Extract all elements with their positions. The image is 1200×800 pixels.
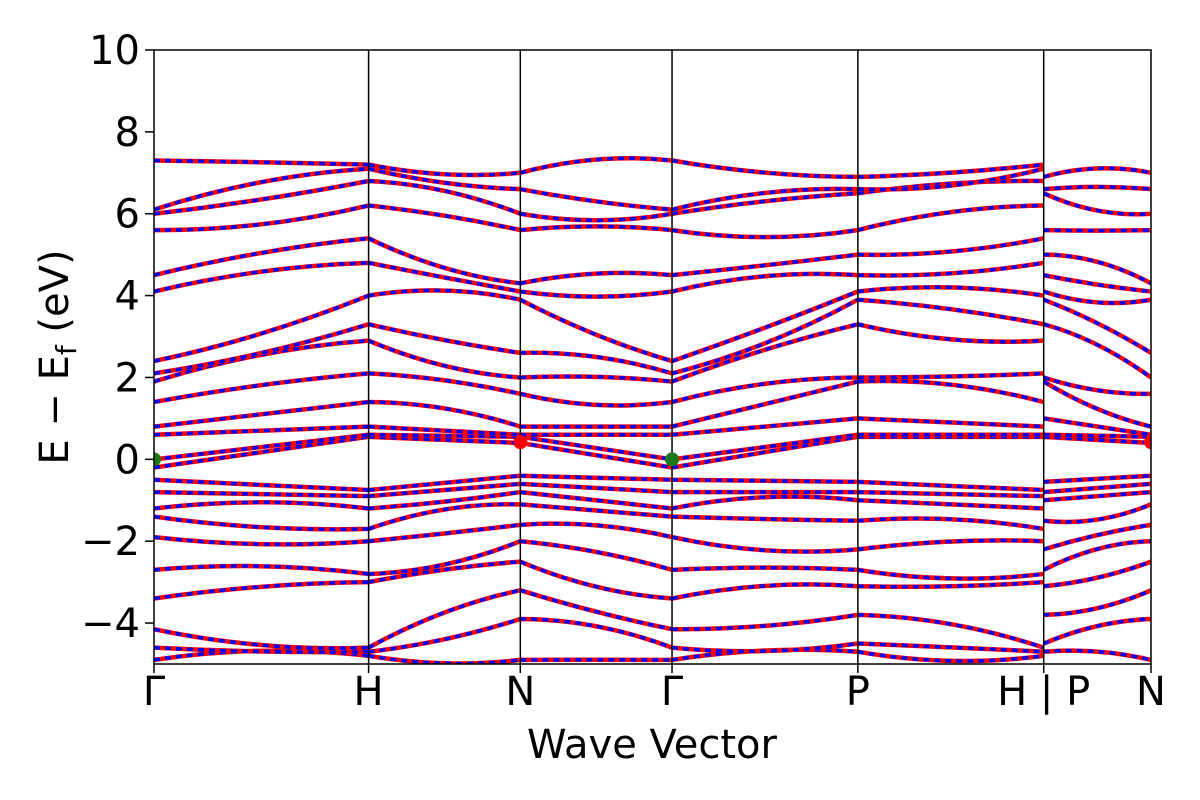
band-line-spin-down bbox=[154, 502, 1151, 532]
x-tick-label: Γ bbox=[661, 669, 684, 715]
band-line-spin-down bbox=[154, 521, 1151, 554]
band-line-spin-up bbox=[154, 378, 1151, 429]
band-line-spin-down bbox=[154, 473, 1151, 492]
x-axis-label: Wave Vector bbox=[527, 722, 778, 768]
x-tick-label: H bbox=[354, 669, 384, 715]
band-line-spin-up bbox=[154, 371, 1151, 408]
vbm-marker bbox=[154, 452, 161, 467]
band-line-spin-down bbox=[154, 261, 1151, 299]
y-axis-label: E − Ef (eV) bbox=[32, 249, 83, 464]
band-line-spin-down bbox=[154, 236, 1151, 286]
x-tick-label: N bbox=[505, 669, 535, 715]
band-line-spin-down bbox=[154, 490, 1151, 511]
high-symmetry-lines bbox=[367, 50, 1045, 664]
y-axis-label-unit: (eV) bbox=[32, 249, 78, 345]
band-line-spin-down bbox=[154, 285, 1151, 363]
y-tick-label: 8 bbox=[115, 110, 140, 156]
band-line-spin-down bbox=[154, 559, 1151, 601]
band-line-spin-down bbox=[154, 203, 1151, 239]
x-tick-label: N bbox=[1136, 669, 1166, 715]
y-axis-ticks: −4 −2 0 2 4 6 8 10 bbox=[81, 28, 154, 647]
band-line-spin-down bbox=[154, 482, 1151, 498]
band-line-spin-down bbox=[154, 617, 1151, 654]
x-axis-ticks: Γ H N Γ P H | P N bbox=[143, 664, 1166, 715]
band-line-spin-down bbox=[154, 179, 1151, 223]
band-line-spin-down bbox=[154, 588, 1151, 650]
y-tick-label: 4 bbox=[115, 274, 140, 320]
y-tick-label: 6 bbox=[115, 192, 140, 238]
y-tick-label: −4 bbox=[81, 601, 140, 647]
x-tick-label: Γ bbox=[143, 669, 166, 715]
vbm-marker bbox=[665, 452, 680, 467]
x-tick-label: H | P bbox=[997, 669, 1090, 715]
band-line-spin-down bbox=[154, 166, 1151, 212]
plot-frame bbox=[153, 49, 1152, 665]
cbm-marker bbox=[1144, 435, 1151, 450]
band-line-spin-up bbox=[154, 434, 1151, 470]
x-tick-label: P bbox=[846, 669, 870, 715]
y-axis-label-subscript: f bbox=[50, 344, 83, 355]
y-tick-label: 10 bbox=[89, 28, 140, 74]
y-tick-label: 2 bbox=[115, 355, 140, 401]
band-line-spin-down bbox=[154, 297, 1151, 376]
y-axis-label-main: E − E bbox=[32, 355, 78, 465]
y-tick-label: −2 bbox=[81, 519, 140, 565]
cbm-marker bbox=[513, 435, 528, 450]
extrema-markers bbox=[154, 435, 1151, 467]
y-tick-label: 0 bbox=[115, 437, 140, 483]
band-line-spin-down bbox=[154, 156, 1151, 179]
band-line-spin-down bbox=[154, 433, 1151, 462]
band-lines bbox=[154, 156, 1151, 664]
band-line-spin-down bbox=[154, 539, 1151, 581]
band-line-spin-down bbox=[154, 416, 1151, 437]
